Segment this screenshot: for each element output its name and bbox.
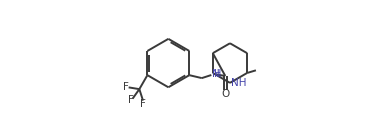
Text: F: F	[128, 95, 134, 105]
Text: N: N	[212, 69, 220, 79]
Text: F: F	[123, 82, 129, 92]
Text: O: O	[221, 89, 230, 99]
Text: NH: NH	[231, 78, 247, 88]
Text: H: H	[213, 69, 221, 79]
Text: F: F	[140, 99, 146, 109]
